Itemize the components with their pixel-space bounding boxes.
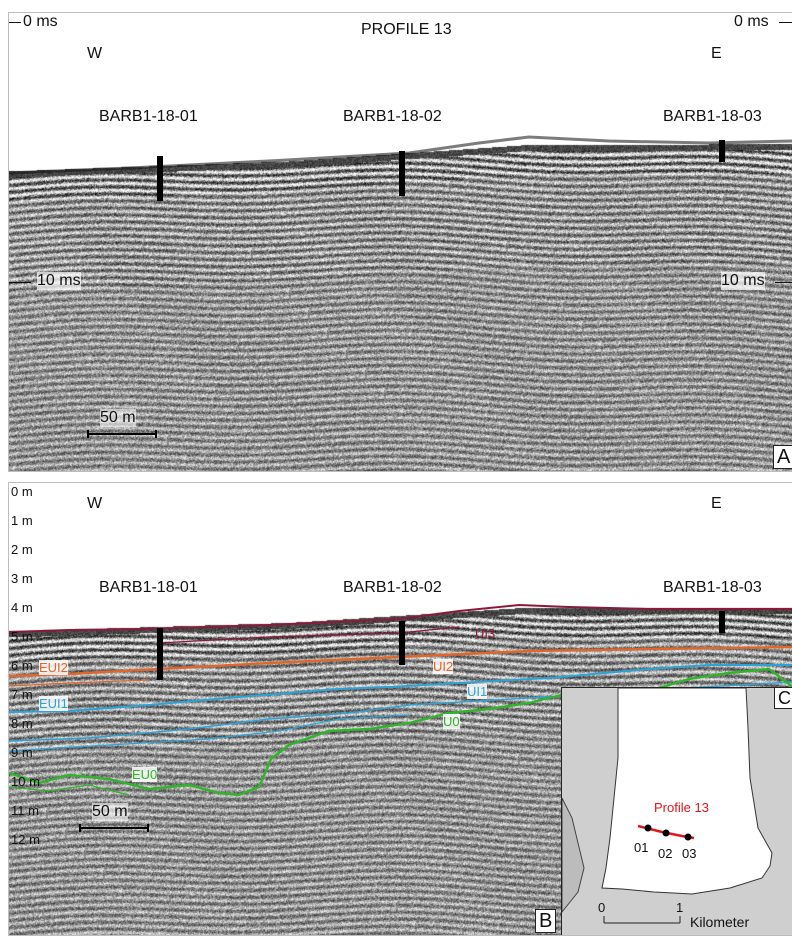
inset-map-graphic (562, 688, 773, 924)
depth-label-1: 1 m (11, 513, 33, 528)
horizon-ui1-c (9, 714, 410, 752)
horizon-label-u0: U0 (443, 714, 460, 729)
horizon-label-eui1: EUI1 (39, 696, 68, 711)
horizon-label-eui2: EUI2 (39, 660, 68, 675)
borehole-label-01-b: BARB1-18-01 (99, 579, 198, 596)
horizon-label-eu0: EU0 (132, 767, 158, 782)
time-label-mid-left: 10 ms (37, 272, 81, 290)
panel-letter-a: A (773, 445, 792, 469)
depth-label-2: 2 m (11, 542, 33, 557)
time-label-top-right: 0 ms (734, 13, 769, 30)
borehole-marker-02-a (399, 151, 405, 196)
time-tick-mid-right (775, 282, 792, 283)
depth-label-12: 12 m (11, 832, 40, 847)
borehole-marker-01-a (157, 156, 163, 201)
inset-profile-label: Profile 13 (654, 800, 709, 815)
seismic-image-a (9, 13, 792, 471)
horizon-label-ui3: UI3 (475, 626, 496, 641)
scale-bar-a (87, 430, 157, 438)
inset-site-03 (684, 833, 692, 841)
inset-site-label-02: 02 (658, 846, 673, 861)
borehole-label-02-a: BARB1-18-02 (343, 108, 442, 125)
horizon-eu0-inner (9, 784, 130, 796)
inset-shore-strip (562, 797, 585, 913)
depth-label-9: 9 m (11, 745, 33, 760)
west-label-b: W (87, 495, 103, 512)
horizon-label-ui2: UI2 (433, 659, 454, 674)
scale-label-b: 50 m (92, 803, 128, 821)
borehole-label-03-a: BARB1-18-03 (663, 108, 762, 125)
horizon-ui1 (9, 664, 792, 713)
inset-scale-zero: 0 (598, 900, 606, 915)
inset-lake-shape (601, 688, 773, 895)
panel-letter-b: B (535, 909, 557, 933)
profile-title: PROFILE 13 (361, 21, 452, 38)
time-tick-top-left (9, 22, 21, 23)
inset-site-label-03: 03 (682, 846, 697, 861)
depth-label-5: 5 m (11, 629, 33, 644)
panel-letter-c: C (774, 688, 792, 709)
scale-bar-b (79, 824, 149, 832)
inset-scale-one: 1 (676, 900, 684, 915)
panel-a-time-section: 0 ms PROFILE 13 0 ms W E BARB1-18-01 BAR… (8, 12, 792, 472)
borehole-marker-03-a (719, 140, 725, 162)
west-label-a: W (87, 45, 103, 62)
scale-label-a: 50 m (100, 409, 136, 427)
horizon-ui2 (9, 645, 792, 678)
borehole-label-02-b: BARB1-18-02 (343, 579, 442, 596)
depth-label-4: 4 m (11, 600, 33, 615)
inset-map: Profile 13 01 02 03 0 1 Kilometer C (561, 687, 792, 935)
east-label-a: E (711, 45, 722, 62)
depth-label-6: 6 m (11, 658, 33, 673)
east-label-b: E (711, 495, 722, 512)
borehole-marker-01-b (157, 628, 163, 680)
depth-label-0: 0 m (11, 484, 33, 499)
seafloor-overlay-a (9, 135, 792, 175)
borehole-marker-03-b (719, 611, 725, 633)
inset-site-label-01: 01 (634, 840, 649, 855)
depth-label-7: 7 m (11, 687, 33, 702)
horizon-eui2-inner (9, 679, 150, 687)
depth-label-10: 10 m (11, 774, 40, 789)
inset-site-02 (662, 829, 670, 837)
inset-scale-unit: Kilometer (690, 914, 750, 930)
borehole-marker-02-b (399, 621, 405, 665)
time-label-mid-right: 10 ms (721, 272, 765, 290)
horizon-ui3-inner (158, 626, 460, 644)
depth-label-8: 8 m (11, 716, 33, 731)
depth-label-11: 11 m (11, 803, 39, 818)
horizon-ui3 (9, 603, 792, 633)
time-tick-mid-left (9, 282, 31, 283)
borehole-label-01-a: BARB1-18-01 (99, 108, 198, 125)
panel-b-depth-section: 0 m 1 m 2 m 3 m 4 m 5 m 6 m 7 m 8 m 9 m … (8, 482, 792, 936)
inset-site-01 (644, 824, 652, 832)
time-label-top-left: 0 ms (23, 13, 58, 30)
time-tick-top-right (779, 22, 792, 23)
horizon-label-ui1: UI1 (467, 684, 488, 699)
borehole-label-03-b: BARB1-18-03 (663, 579, 762, 596)
depth-label-3: 3 m (11, 571, 33, 586)
